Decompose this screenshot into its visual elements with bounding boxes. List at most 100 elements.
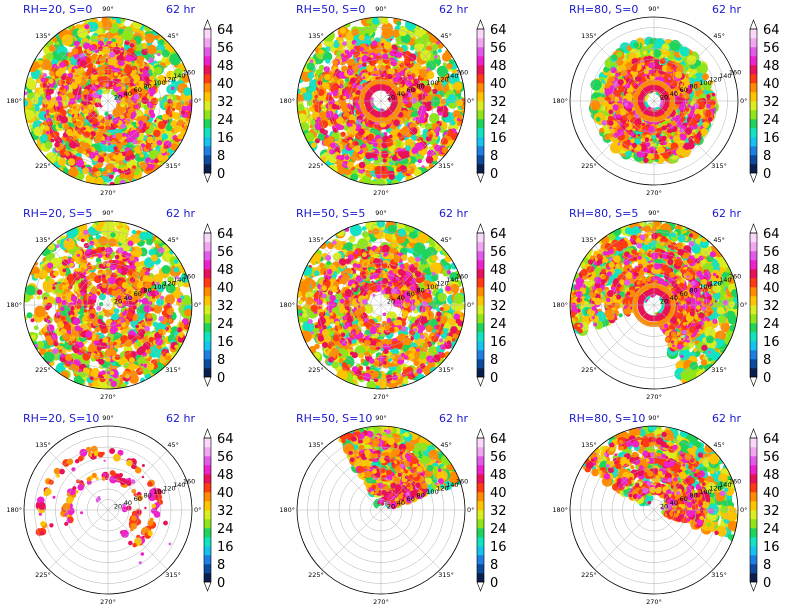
polar-frame [23,425,193,595]
angle-tick-label: 270° [373,598,389,606]
colorbar-segment [750,501,757,511]
colorbar-tick-label: 24 [217,317,234,332]
angle-tick-label: 45° [167,236,179,244]
angle-tick-label: 315° [438,366,454,374]
polar-frame [569,425,739,595]
colorbar-segment [204,510,211,520]
colorbar-segment [750,296,757,306]
angle-tick-label: 135° [35,32,51,40]
colorbar-segment [204,483,211,493]
radius-tick-label: 100 [426,79,438,87]
colorbar-segment [750,555,757,565]
colorbar-segment [477,314,484,324]
colorbar-segment [750,260,757,270]
radius-tick-label: 20 [387,297,395,305]
grid-spoke [380,450,441,511]
colorbar-segment [204,519,211,529]
angle-tick-label: 135° [35,236,51,244]
radius-tick-label: 160 [729,477,741,485]
radius-tick-label: 160 [729,68,741,76]
colorbar-segment [477,56,484,66]
colorbar-tick-label: 48 [763,263,780,278]
colorbar-tick-label: 0 [763,576,771,591]
angle-tick-label: 225° [308,571,324,579]
polar-frame [296,425,466,595]
colorbar-segment [477,74,484,84]
grid-spoke [653,41,714,102]
radius-tick-label: 160 [183,477,195,485]
colorbar-segment [750,341,757,351]
radius-tick-label: 100 [699,79,711,87]
colorbar-tick-label: 48 [217,468,234,483]
grid-spoke [107,245,168,306]
colorbar-tick-label: 40 [763,281,780,296]
colorbar-tick-label: 8 [763,558,771,573]
angle-tick-label: 0° [194,506,201,514]
grid-spoke [48,41,109,102]
radius-tick-label: 80 [144,287,152,295]
colorbar-segment [477,65,484,75]
angle-tick-label: 180° [552,506,568,514]
colorbar-segment [750,447,757,457]
radius-tick-label: 120 [436,76,448,84]
precip-field [570,221,738,385]
colorbar-segment [750,38,757,48]
radius-tick-label: 80 [690,83,698,91]
angle-tick-label: 225° [581,571,597,579]
colorbar-segment [204,474,211,484]
colorbar-segment [750,56,757,66]
angle-tick-label: 90° [102,5,114,13]
colorbar-segment [204,56,211,66]
polar-frame [23,220,193,390]
colorbar-segment [750,83,757,93]
grid-spoke [653,304,714,365]
colorbar-tick-label: 8 [217,149,225,164]
grid-spoke [321,41,382,102]
radius-tick-label: 120 [709,280,721,288]
polar-frame [569,220,739,390]
angle-tick-label: 180° [552,97,568,105]
colorbar-segment [477,38,484,48]
colorbar-tick-label: 40 [490,486,507,501]
colorbar-segment [477,278,484,288]
grid-spoke [107,100,168,161]
colorbar-segment [204,110,211,120]
colorbar-segment [750,110,757,120]
colorbar-tick-label: 24 [217,113,234,128]
colorbar-segment [750,128,757,138]
colorbar-segment [204,501,211,511]
radius-tick-label: 60 [407,495,415,503]
colorbar-tick-label: 48 [763,468,780,483]
radius-tick-label: 60 [134,86,142,94]
colorbar-segment [477,368,484,378]
angle-tick-label: 45° [713,236,725,244]
colorbar-tick-label: 8 [217,353,225,368]
panel-time: 62 hr [439,412,468,425]
grid-spoke [380,41,441,102]
colorbar-tick-label: 32 [763,299,780,314]
radius-tick-label: 140 [173,72,185,80]
angle-tick-label: 225° [35,366,51,374]
colorbar-segment [477,573,484,583]
colorbar-segment [477,260,484,270]
colorbar-segment [204,38,211,48]
panel-time: 62 hr [712,412,741,425]
radius-tick-label: 60 [407,86,415,94]
colorbar-segment [204,146,211,156]
colorbar-segment [204,492,211,502]
colorbar: 0 8 16 24 32 40 48 56 64 [476,223,507,387]
colorbar-tick-label: 24 [490,522,507,537]
polar-frame [569,16,739,186]
colorbar-segment [750,359,757,369]
grid-spoke [653,509,714,570]
angle-tick-label: 0° [194,301,201,309]
angle-tick-label: 45° [167,32,179,40]
colorbar-segment [477,323,484,333]
grid-spoke [321,509,382,570]
colorbar-tick-label: 32 [763,95,780,110]
angle-tick-label: 90° [648,5,660,13]
colorbar-segment [750,474,757,484]
